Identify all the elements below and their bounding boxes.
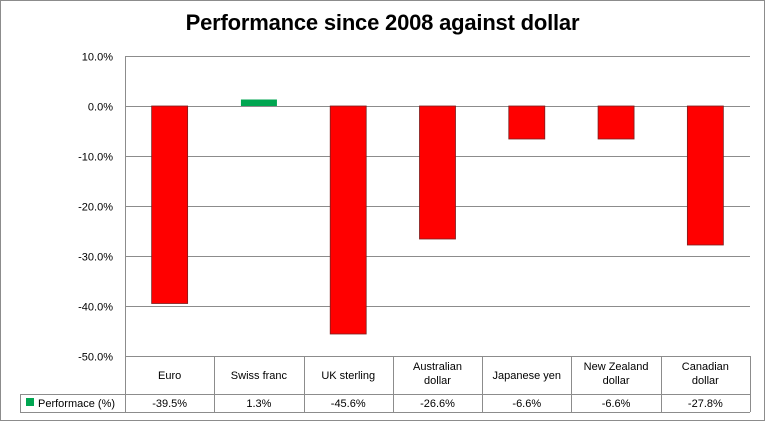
y-tick-label: 0.0%: [88, 102, 113, 114]
category-label: dollar: [692, 375, 719, 387]
y-tick-label: -50.0%: [78, 352, 113, 364]
bar: [240, 99, 277, 106]
y-tick-label: -10.0%: [78, 152, 113, 164]
bar: [329, 105, 367, 335]
bar: [419, 105, 456, 240]
bar: [597, 105, 635, 140]
category-label: Swiss franc: [231, 370, 288, 382]
y-tick-label: 10.0%: [82, 52, 113, 64]
data-table-value: 1.3%: [246, 398, 271, 410]
data-table-value: -27.8%: [688, 398, 723, 410]
category-label: New Zealand: [584, 361, 649, 373]
y-tick-label: -30.0%: [78, 252, 113, 264]
data-table-value: -6.6%: [512, 398, 541, 410]
category-label: UK sterling: [321, 370, 375, 382]
category-label: dollar: [424, 375, 451, 387]
category-label: dollar: [603, 375, 630, 387]
bar: [151, 105, 189, 304]
category-label: Canadian: [682, 361, 729, 373]
legend-label: Performace (%): [38, 398, 115, 410]
category-label: Euro: [158, 370, 181, 382]
y-tick-label: -40.0%: [78, 302, 113, 314]
y-tick-label: -20.0%: [78, 202, 113, 214]
category-label: Australian: [413, 361, 462, 373]
category-label: Japanese yen: [493, 370, 562, 382]
legend-key: [26, 398, 34, 406]
data-table-value: -26.6%: [420, 398, 455, 410]
data-table-value: -45.6%: [331, 398, 366, 410]
chart-title: Performance since 2008 against dollar: [185, 10, 580, 35]
bar: [686, 105, 724, 246]
data-table-value: -6.6%: [602, 398, 631, 410]
bar: [508, 105, 546, 140]
data-table-value: -39.5%: [152, 398, 187, 410]
